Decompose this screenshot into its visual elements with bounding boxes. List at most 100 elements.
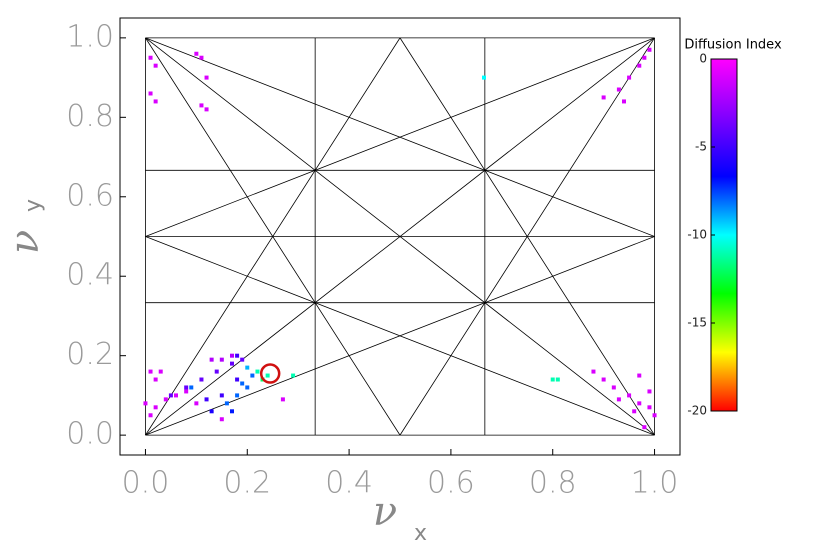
point [245, 385, 250, 390]
colorbar-tick-label: -10 [687, 228, 707, 242]
point [204, 397, 209, 402]
y-tick-label: 1.0 [66, 19, 114, 54]
point [209, 357, 214, 362]
point [601, 377, 606, 382]
point [148, 55, 153, 60]
point [627, 75, 632, 80]
resonance-line [399, 37, 655, 436]
y-label-sub: y [21, 199, 46, 212]
x-tick-label: 0.2 [223, 466, 271, 501]
point [230, 353, 234, 358]
point [245, 365, 250, 370]
colorbar-tick-label: -20 [687, 404, 707, 418]
x-tick-label: 0.0 [122, 466, 170, 501]
point [642, 425, 647, 430]
point [184, 389, 189, 394]
point [209, 409, 214, 414]
point [555, 377, 560, 382]
point [189, 385, 194, 390]
y-tick-label: 0.0 [66, 417, 114, 452]
point [647, 389, 652, 394]
highlight-marker [259, 363, 281, 384]
point [642, 55, 647, 60]
point [240, 357, 245, 362]
y-tick-label: 0.2 [66, 337, 114, 372]
point [148, 413, 153, 418]
x-tick-label: 0.6 [427, 466, 475, 501]
point [153, 377, 158, 382]
point [148, 91, 153, 96]
point [235, 353, 240, 358]
x-tick-label: 0.4 [325, 466, 373, 501]
point [163, 397, 168, 402]
point [637, 63, 642, 68]
point [637, 373, 642, 378]
point [235, 393, 240, 398]
point [199, 55, 204, 60]
point [265, 373, 270, 378]
point [250, 373, 255, 378]
point [591, 369, 596, 374]
point [184, 385, 189, 390]
point [291, 373, 296, 378]
y-label: ν [2, 230, 48, 254]
point [153, 63, 158, 68]
point [214, 369, 219, 374]
x-tick-label: 1.0 [631, 466, 679, 501]
point [219, 393, 224, 398]
x-tick-label: 0.8 [529, 466, 577, 501]
point [153, 405, 158, 410]
point [219, 417, 224, 422]
point [601, 95, 606, 100]
colorbar-title: Diffusion Index [684, 38, 782, 53]
x-label: ν [373, 489, 397, 535]
colorbar-tick-label: 0 [699, 52, 707, 66]
point [204, 75, 209, 80]
point [632, 409, 637, 414]
point [652, 413, 657, 418]
point [199, 103, 204, 108]
point [148, 369, 153, 374]
point [627, 393, 632, 398]
x-label-sub: x [414, 521, 427, 546]
point [168, 393, 173, 398]
point [174, 393, 178, 398]
point [199, 377, 204, 382]
point [153, 99, 158, 104]
point [482, 75, 486, 80]
point [611, 385, 616, 390]
point [235, 377, 240, 382]
point [230, 361, 234, 366]
y-tick-label: 0.4 [66, 258, 114, 293]
point [647, 47, 652, 52]
point [240, 381, 245, 386]
point [637, 401, 642, 406]
point [194, 401, 199, 406]
colorbar-tick-label: -5 [695, 140, 707, 154]
point [255, 369, 260, 374]
point [280, 397, 285, 402]
point [224, 401, 229, 406]
point [230, 409, 234, 414]
point [616, 87, 621, 92]
resonance-line [145, 37, 655, 237]
resonance-line [145, 236, 655, 436]
point [194, 51, 199, 56]
point [204, 107, 209, 112]
point [647, 405, 652, 410]
point [143, 401, 148, 406]
point [219, 357, 224, 362]
point [158, 369, 163, 374]
colorbar [710, 58, 738, 412]
colorbar-tick-label: -15 [687, 316, 707, 330]
resonance-line [145, 37, 401, 436]
point [550, 377, 555, 382]
y-tick-label: 0.6 [66, 178, 114, 213]
resonance-line [145, 37, 655, 436]
point [616, 397, 621, 402]
y-tick-label: 0.8 [66, 99, 114, 134]
plot-frame [119, 17, 681, 456]
point [622, 99, 626, 104]
